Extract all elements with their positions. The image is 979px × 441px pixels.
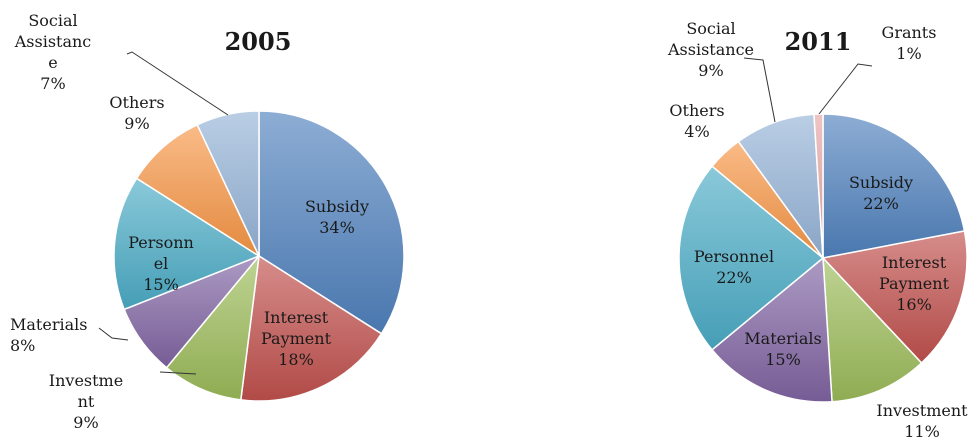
pie-slice-2011-subsidy [822, 113, 966, 259]
data-label-2011-others: Others 4% [669, 101, 724, 141]
data-label-2011-personnel: Personnel 22% [694, 247, 774, 287]
pie-slice-2011-investment [822, 255, 923, 403]
leader-line-2005-social-assistance [126, 51, 229, 116]
leader-line-2005-materials [98, 327, 129, 341]
data-label-2005-social-assistance: Social Assistanc e 7% [14, 11, 92, 93]
leader-line-2011-grants [818, 63, 873, 115]
pie-slice-2011-interest-payment [821, 230, 968, 365]
data-label-2011-investment: Investment 11% [876, 401, 968, 441]
data-label-2005-subsidy: Subsidy 34% [305, 197, 369, 237]
leader-line-2011-social-assistance [743, 57, 776, 123]
pie-slice-2011-grants [813, 113, 824, 259]
pie-slice-2011-materials [710, 256, 833, 403]
pie-slice-2011-social-assistance [737, 113, 824, 261]
pie-2005-slices [113, 110, 405, 402]
pie-slice-2005-subsidy [258, 110, 405, 335]
data-label-2005-investment: Investme nt 9% [49, 371, 123, 432]
pie-slice-2005-others [135, 123, 261, 259]
pie-chart-2011: 2011 Subsidy 22% Interest Payment 16% Investm… [667, 19, 968, 441]
data-label-2011-interest-payment: Interest Payment 16% [879, 253, 950, 314]
pie-slice-2005-interest-payment [239, 254, 383, 402]
leader-line-2005-investment [159, 371, 197, 375]
pie-2011-slices [678, 113, 968, 403]
data-label-2005-interest-payment: Interest Payment 18% [261, 308, 332, 369]
pie-slice-2011-personnel [678, 165, 825, 351]
data-label-2005-materials: Materials 8% [10, 315, 87, 355]
pie-slice-2005-personnel [113, 177, 261, 311]
pie-2011-labels: Subsidy 22% Interest Payment 16% Investment 11… [667, 19, 968, 441]
data-label-2011-materials: Materials 15% [744, 329, 821, 369]
data-label-2011-social-assistance: Social Assistance 9% [667, 19, 754, 80]
data-label-2011-subsidy: Subsidy 22% [849, 173, 913, 213]
pie-slice-2005-investment [165, 253, 261, 401]
chart-title-2011: 2011 [785, 27, 852, 56]
data-label-2011-grants: Grants 1% [882, 23, 937, 63]
data-label-2005-others: Others 9% [109, 93, 164, 133]
data-label-2005-personnel: Personn el 15% [128, 233, 194, 294]
pie-chart-2005: 2005 Subsidy 34% Interest Payment 18% Investm… [10, 11, 405, 432]
pie-2005-labels: Subsidy 34% Interest Payment 18% Investme nt 9%… [10, 11, 369, 432]
chart-title-2005: 2005 [225, 27, 292, 56]
